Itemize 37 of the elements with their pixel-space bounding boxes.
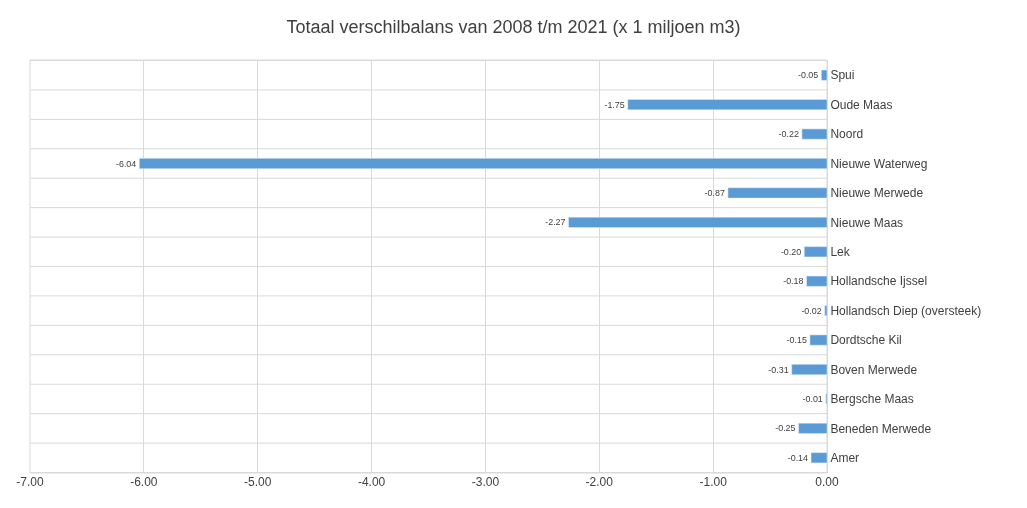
y-tick-label: Lek	[830, 244, 851, 259]
y-tick-label: Dordtsche Kil	[830, 333, 902, 348]
data-label: -6.04	[115, 158, 137, 169]
y-tick-label: Boven Merwede	[830, 362, 918, 377]
x-tick-label: -7.00	[16, 475, 44, 489]
data-label: -2.27	[545, 217, 566, 228]
data-label: -0.02	[801, 305, 822, 316]
x-tick-label: -4.00	[357, 475, 386, 489]
y-tick-label: Beneden Merwede	[830, 421, 932, 436]
x-tick-label: -6.00	[130, 475, 158, 489]
data-label: -0.87	[704, 188, 725, 199]
y-tick-label: Oude Maas	[830, 97, 893, 112]
x-tick-label: 0.00	[815, 475, 839, 489]
x-tick-label: -2.00	[585, 475, 614, 489]
data-label: -0.14	[787, 452, 809, 463]
y-tick-label: Bergsche Maas	[830, 392, 914, 407]
y-tick-label: Nieuwe Merwede	[830, 186, 924, 201]
y-tick-label: Nieuwe Waterweg	[830, 156, 928, 171]
x-tick-label: -1.00	[699, 475, 728, 489]
data-label: -0.01	[802, 394, 823, 405]
data-label: -0.18	[783, 276, 804, 287]
data-label: -0.20	[780, 246, 802, 257]
y-tick-label: Noord	[830, 127, 864, 142]
data-label: -0.22	[778, 129, 799, 140]
data-label: -1.75	[604, 99, 625, 110]
y-tick-label: Hollandsche Ijssel	[830, 274, 928, 289]
y-tick-label: Amer	[830, 450, 860, 465]
data-label: -0.05	[797, 70, 819, 81]
x-tick-label: -3.00	[471, 475, 500, 489]
chart-title: Totaal verschilbalans van 2008 t/m 2021 (x 1 miljoen m3)	[286, 16, 741, 37]
data-label: -0.31	[768, 364, 789, 375]
y-tick-label: Hollandsch Diep (oversteek)	[830, 303, 982, 318]
y-tick-label: Nieuwe Maas	[830, 215, 904, 230]
data-label: -0.15	[786, 335, 807, 346]
y-tick-label: Spui	[830, 68, 855, 83]
data-label: -0.25	[775, 423, 796, 434]
x-tick-label: -5.00	[244, 475, 272, 489]
